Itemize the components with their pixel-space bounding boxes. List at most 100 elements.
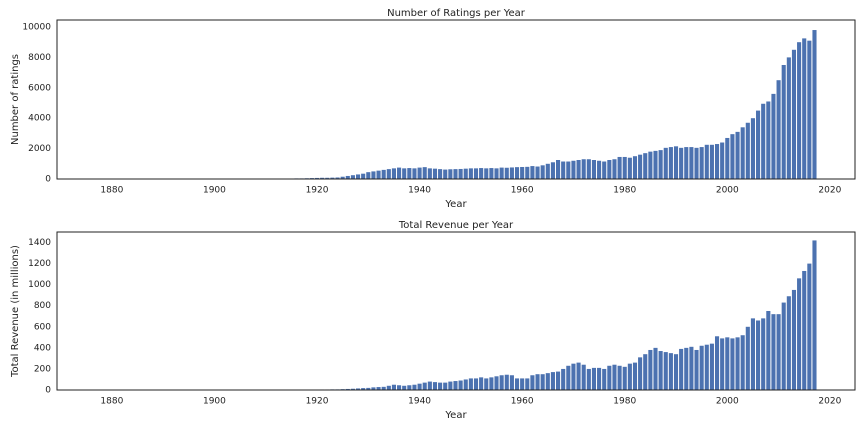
bar	[750, 118, 755, 179]
y-tick-label: 0	[45, 175, 51, 185]
bar	[632, 362, 638, 390]
bar	[417, 383, 422, 390]
bar	[381, 386, 386, 390]
y-tick-label: 2000	[28, 144, 51, 154]
x-tick-label: 1960	[511, 186, 534, 196]
bar	[761, 318, 766, 390]
bar	[556, 159, 561, 179]
bar	[761, 103, 766, 179]
bar	[325, 177, 330, 179]
bar	[473, 168, 479, 179]
bar	[345, 388, 350, 390]
bar	[525, 166, 530, 179]
x-tick-label: 1980	[613, 186, 636, 196]
bar	[638, 357, 643, 390]
x-tick-label: 1940	[408, 397, 431, 407]
bar	[448, 169, 453, 179]
bar	[797, 278, 802, 390]
bar	[412, 384, 417, 390]
bar	[499, 167, 504, 179]
bar	[766, 101, 771, 179]
bar	[530, 166, 535, 179]
bar	[422, 382, 427, 390]
bar	[714, 144, 720, 179]
bar	[704, 144, 709, 179]
bar	[484, 168, 489, 179]
x-tick-label: 1900	[203, 397, 226, 407]
bar	[499, 375, 504, 390]
bar	[612, 159, 617, 179]
bar	[468, 378, 473, 390]
chart-title: Total Revenue per Year	[398, 220, 514, 231]
y-tick-label: 400	[34, 343, 51, 353]
bar	[597, 160, 602, 179]
bar	[525, 378, 530, 390]
chart-title: Number of Ratings per Year	[387, 8, 526, 19]
bar	[653, 150, 658, 179]
bar	[479, 377, 484, 390]
y-axis-label: Total Revenue (in millions)	[10, 245, 21, 378]
x-tick-label: 1880	[100, 397, 123, 407]
bar	[617, 156, 622, 179]
bar	[391, 168, 396, 179]
bar	[591, 367, 597, 390]
bar	[812, 240, 817, 390]
bar	[402, 168, 407, 179]
bar	[561, 368, 566, 390]
x-axis-label: Year	[444, 199, 467, 210]
bar	[576, 159, 581, 179]
bar	[586, 368, 591, 390]
bar	[740, 335, 745, 390]
bar	[786, 57, 791, 179]
bar	[402, 385, 407, 390]
bar	[397, 167, 402, 179]
bar	[566, 161, 571, 179]
bar	[376, 387, 381, 390]
bar	[622, 156, 627, 179]
bar	[535, 374, 540, 390]
bar	[484, 378, 489, 390]
x-tick-label: 1900	[203, 186, 226, 196]
bar	[658, 351, 663, 390]
bar	[458, 168, 463, 179]
bar	[468, 168, 473, 179]
bar	[355, 174, 361, 179]
bar	[648, 349, 653, 390]
y-tick-label: 4000	[28, 114, 51, 124]
bar	[361, 388, 366, 390]
bar	[458, 380, 463, 390]
bar	[781, 302, 786, 390]
x-tick-label: 1920	[306, 186, 329, 196]
y-tick-label: 1400	[28, 238, 51, 248]
x-tick-label: 1960	[511, 397, 534, 407]
bar	[550, 162, 555, 179]
x-tick-label: 1980	[613, 397, 636, 407]
bar	[422, 167, 427, 179]
bar	[550, 372, 555, 390]
bar	[627, 363, 632, 390]
bar	[366, 387, 371, 390]
bar	[473, 378, 479, 390]
bar	[391, 384, 396, 390]
bar	[453, 169, 458, 179]
x-tick-label: 1920	[306, 397, 329, 407]
bar	[689, 147, 694, 179]
bar	[725, 137, 730, 179]
bar	[591, 159, 597, 179]
bar	[745, 326, 750, 390]
bar	[545, 373, 550, 390]
bar	[581, 159, 586, 179]
bar	[802, 38, 807, 179]
bar	[566, 365, 571, 390]
bar	[735, 131, 740, 179]
bar	[540, 374, 545, 390]
bar	[350, 388, 355, 390]
x-tick-label: 2020	[818, 397, 841, 407]
bar	[335, 177, 340, 179]
bar	[735, 337, 740, 390]
bar	[545, 163, 550, 179]
bar	[776, 314, 781, 390]
bar	[781, 64, 786, 179]
x-tick-label: 2000	[716, 186, 739, 196]
bar	[376, 170, 381, 179]
